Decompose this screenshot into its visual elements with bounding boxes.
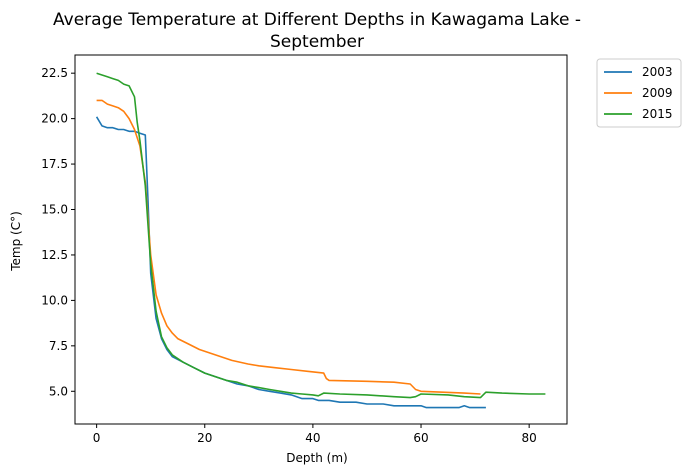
y-tick-label: 15.0 — [41, 203, 68, 217]
x-tick-label: 40 — [305, 431, 320, 445]
chart-title-line-2: September — [270, 32, 364, 52]
y-axis-label: Temp (C°) — [9, 211, 23, 272]
y-tick-label: 5.0 — [49, 384, 68, 398]
legend-box — [596, 58, 682, 128]
x-axis-ticks: 0 20 40 60 80 — [93, 424, 537, 445]
x-tick-label: 60 — [413, 431, 428, 445]
x-axis-label: Depth (m) — [286, 451, 347, 465]
x-tick-label: 0 — [93, 431, 101, 445]
chart-title-line-1: Average Temperature at Different Depths … — [53, 10, 581, 30]
chart-title: Average Temperature at Different Depths … — [53, 10, 581, 52]
legend-label-2003: 2003 — [642, 65, 673, 79]
series-line-2015 — [96, 72, 546, 399]
y-tick-label: 7.5 — [49, 339, 68, 353]
y-tick-label: 17.5 — [41, 157, 68, 171]
plot-frame — [74, 54, 568, 425]
y-tick-label: 22.5 — [41, 66, 68, 80]
legend-label-2015: 2015 — [642, 107, 673, 121]
legend-label-2009: 2009 — [642, 86, 673, 100]
y-tick-label: 20.0 — [41, 112, 68, 126]
y-tick-label: 10.0 — [41, 293, 68, 307]
series-line-2003 — [95, 116, 486, 409]
x-tick-label: 80 — [522, 431, 537, 445]
plot-lines — [95, 72, 546, 409]
legend: 2003 2009 2015 — [596, 58, 682, 128]
x-tick-label: 20 — [197, 431, 212, 445]
series-line-2009 — [96, 99, 481, 395]
y-axis-ticks: 5.0 7.5 10.0 12.5 15.0 17.5 20.0 22.5 — [41, 66, 75, 398]
y-tick-label: 12.5 — [41, 248, 68, 262]
